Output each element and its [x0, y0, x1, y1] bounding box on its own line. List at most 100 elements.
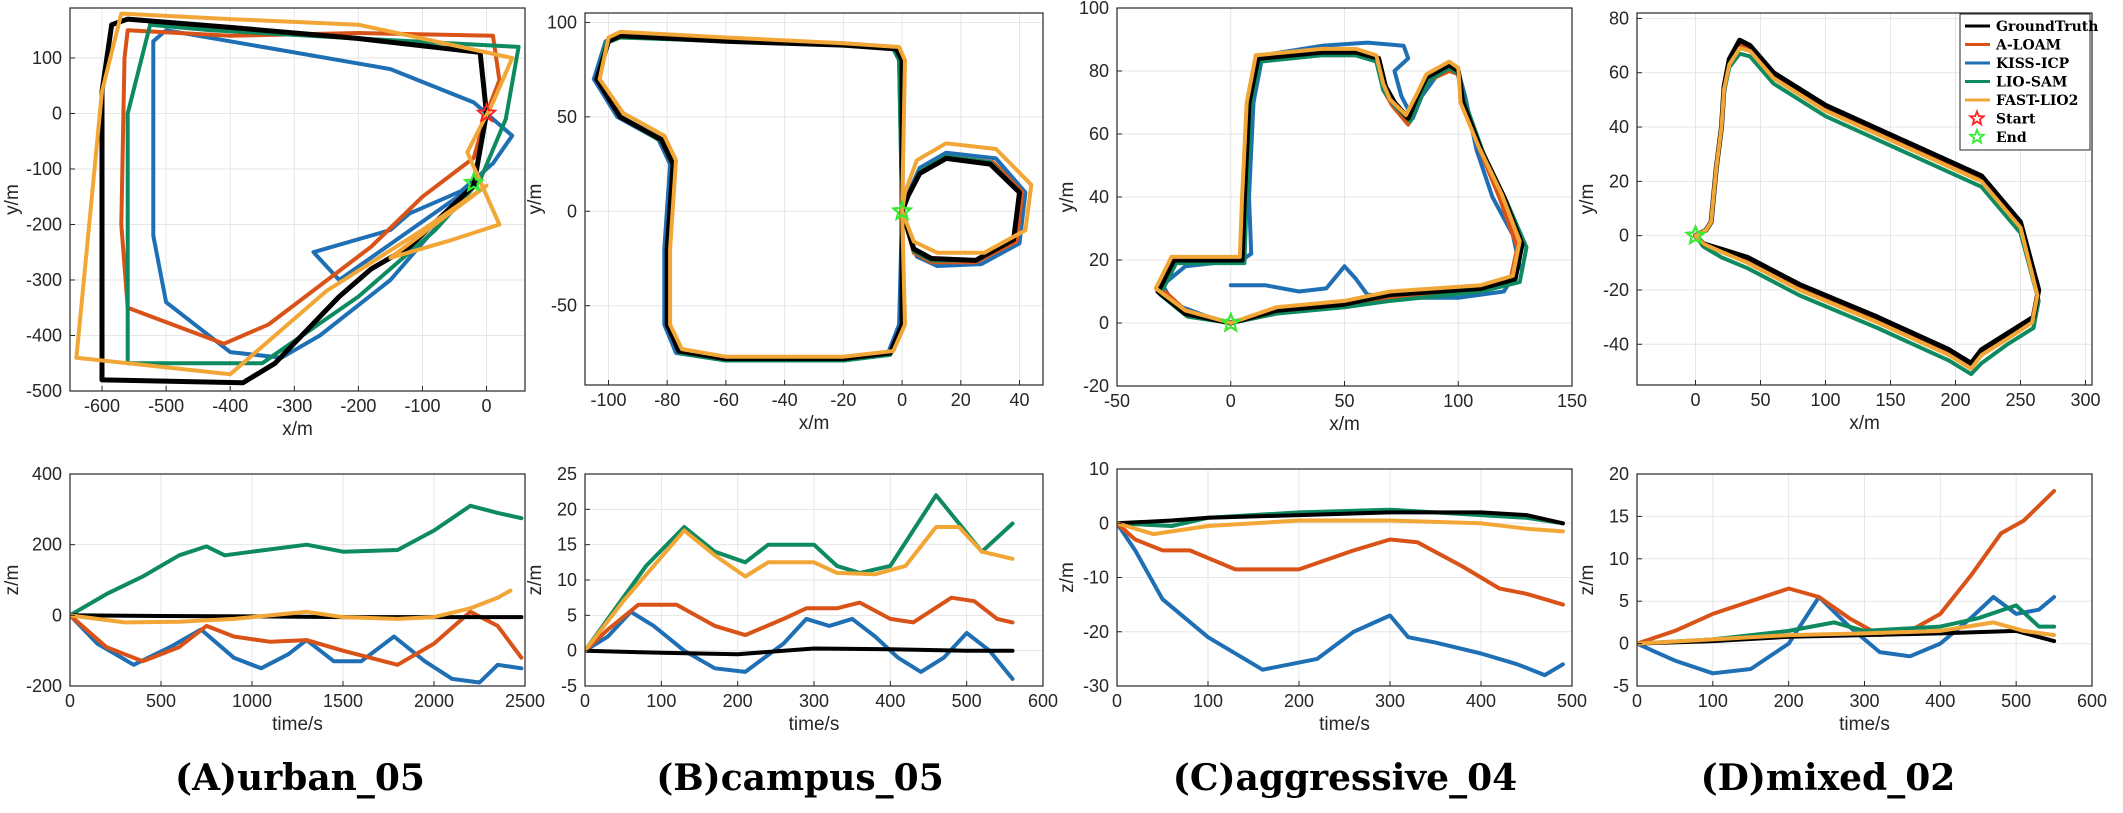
- y-tick-label: -50: [551, 296, 577, 316]
- x-tick-label: 0: [1632, 691, 1642, 711]
- series-line-kiss-icp: [585, 609, 1015, 681]
- y-tick-label: 200: [32, 535, 62, 555]
- x-tick-label: 0: [65, 691, 75, 711]
- y-axis-label: y/m: [525, 184, 546, 215]
- series-line-groundtruth: [1155, 49, 1525, 326]
- x-tick-label: 100: [1443, 391, 1473, 411]
- y-tick-label: 80: [1089, 61, 1109, 81]
- x-tick-label: 40: [1009, 390, 1029, 410]
- x-tick-label: 20: [951, 390, 971, 410]
- x-axis-label: time/s: [1319, 714, 1370, 735]
- x-tick-label: 200: [1940, 390, 1970, 410]
- series-line-lio-sam: [1637, 603, 2057, 646]
- series-line-fast-lio2: [597, 29, 1034, 359]
- x-tick-label: 100: [1698, 691, 1728, 711]
- y-tick-label: 10: [557, 570, 577, 590]
- y-tick-label: 80: [1609, 8, 1629, 28]
- y-axis-label: z/m: [1577, 565, 1598, 596]
- y-axis-label: z/m: [525, 565, 546, 596]
- x-tick-label: 0: [897, 390, 907, 410]
- x-tick-label: 150: [1557, 391, 1587, 411]
- series-line-a-loam: [585, 595, 1015, 653]
- series-line-fast-lio2: [74, 11, 515, 377]
- x-axis-label: time/s: [272, 714, 323, 735]
- series-group: [1637, 489, 2057, 676]
- y-tick-label: 0: [1099, 513, 1109, 533]
- panel-C-trajectory: -50 0 50 100 150 100 80 60 40 20 0 -20 x/m y/m: [1057, 0, 1587, 435]
- panel-A-trajectory: -600 -500 -400 -300 -200 -100 0 100 0 -100 -200 -30…: [2, 7, 526, 440]
- x-tick-label: 200: [1284, 691, 1314, 711]
- legend-entry-a-loam: A-LOAM: [1995, 38, 2061, 54]
- y-axis-label: z/m: [1057, 562, 1078, 593]
- x-tick-label: 0: [580, 691, 590, 711]
- series-group: [1693, 37, 2042, 377]
- x-tick-label: -300: [276, 396, 312, 416]
- y-tick-label: 60: [1609, 63, 1629, 83]
- y-tick-label: 0: [52, 103, 62, 123]
- plot-area: [70, 474, 525, 686]
- x-axis-label: x/m: [1329, 414, 1360, 435]
- y-tick-label: 400: [32, 464, 62, 484]
- y-tick-label: -40: [1603, 334, 1629, 354]
- x-axis-label: x/m: [799, 413, 830, 434]
- y-tick-label: 40: [1609, 117, 1629, 137]
- x-tick-label: 100: [1810, 390, 1840, 410]
- x-tick-label: 500: [2001, 691, 2031, 711]
- series-line-kiss-icp: [1117, 521, 1565, 678]
- series-line-lio-sam: [585, 493, 1015, 653]
- y-tick-label: -20: [1083, 376, 1109, 396]
- y-tick-label: -10: [1083, 568, 1109, 588]
- y-tick-label: 100: [32, 48, 62, 68]
- legend-entry-groundtruth: GroundTruth: [1996, 19, 2098, 35]
- x-axis-label: x/m: [282, 419, 313, 440]
- x-tick-label: 0: [1112, 691, 1122, 711]
- y-tick-label: -400: [26, 325, 62, 345]
- x-axis-label: x/m: [1849, 413, 1880, 434]
- caption-a: (A)urban_05: [175, 757, 425, 799]
- x-tick-label: 300: [1375, 691, 1405, 711]
- series-line-fast-lio2: [70, 588, 513, 625]
- y-tick-label: 0: [52, 605, 62, 625]
- series-line-fast-lio2: [1153, 46, 1522, 325]
- x-tick-label: -20: [830, 390, 856, 410]
- series-group: [70, 503, 524, 685]
- x-tick-label: 50: [1750, 390, 1770, 410]
- x-tick-label: -40: [772, 390, 798, 410]
- y-tick-label: 25: [557, 464, 577, 484]
- axes-frame: [584, 12, 1044, 386]
- x-tick-label: 1000: [232, 691, 272, 711]
- x-tick-label: 150: [1875, 390, 1905, 410]
- legend-swatch-end: [1967, 127, 1987, 145]
- y-tick-label: -20: [1603, 280, 1629, 300]
- legend-swatch-start: [1967, 109, 1987, 127]
- y-tick-label: 50: [557, 107, 577, 127]
- x-axis-label: time/s: [789, 714, 840, 735]
- x-tick-label: 100: [1193, 691, 1223, 711]
- x-tick-label: 500: [146, 691, 176, 711]
- x-tick-label: 100: [646, 691, 676, 711]
- x-axis-label: time/s: [1839, 714, 1890, 735]
- y-tick-label: -5: [1613, 676, 1629, 696]
- series-group: [74, 11, 521, 386]
- series-line-fast-lio2: [1117, 518, 1565, 537]
- series-line-kiss-icp: [151, 28, 515, 360]
- series-line-fast-lio2: [1693, 46, 2040, 371]
- y-tick-label: -5: [561, 676, 577, 696]
- end-marker: [1684, 223, 1707, 246]
- y-tick-label: 20: [557, 499, 577, 519]
- x-tick-label: 500: [952, 691, 982, 711]
- y-tick-label: 5: [1619, 591, 1629, 611]
- y-tick-label: 40: [1089, 187, 1109, 207]
- y-tick-label: 0: [567, 201, 577, 221]
- x-tick-label: -100: [590, 390, 626, 410]
- plot-area: [585, 13, 1043, 385]
- series-group: [1117, 507, 1565, 678]
- x-tick-label: 400: [1925, 691, 1955, 711]
- series-line-groundtruth: [70, 613, 524, 620]
- y-tick-label: 10: [1609, 549, 1629, 569]
- x-tick-label: 300: [799, 691, 829, 711]
